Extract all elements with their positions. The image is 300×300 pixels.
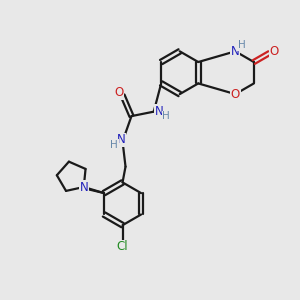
Text: N: N xyxy=(231,45,240,58)
Text: O: O xyxy=(231,88,240,100)
Text: N: N xyxy=(80,181,88,194)
Text: H: H xyxy=(110,140,118,150)
Text: Cl: Cl xyxy=(117,240,128,254)
Text: O: O xyxy=(269,45,278,58)
Text: H: H xyxy=(162,111,170,121)
Text: O: O xyxy=(114,86,124,99)
Text: N: N xyxy=(155,105,164,118)
Text: H: H xyxy=(238,40,246,50)
Text: N: N xyxy=(117,134,125,146)
